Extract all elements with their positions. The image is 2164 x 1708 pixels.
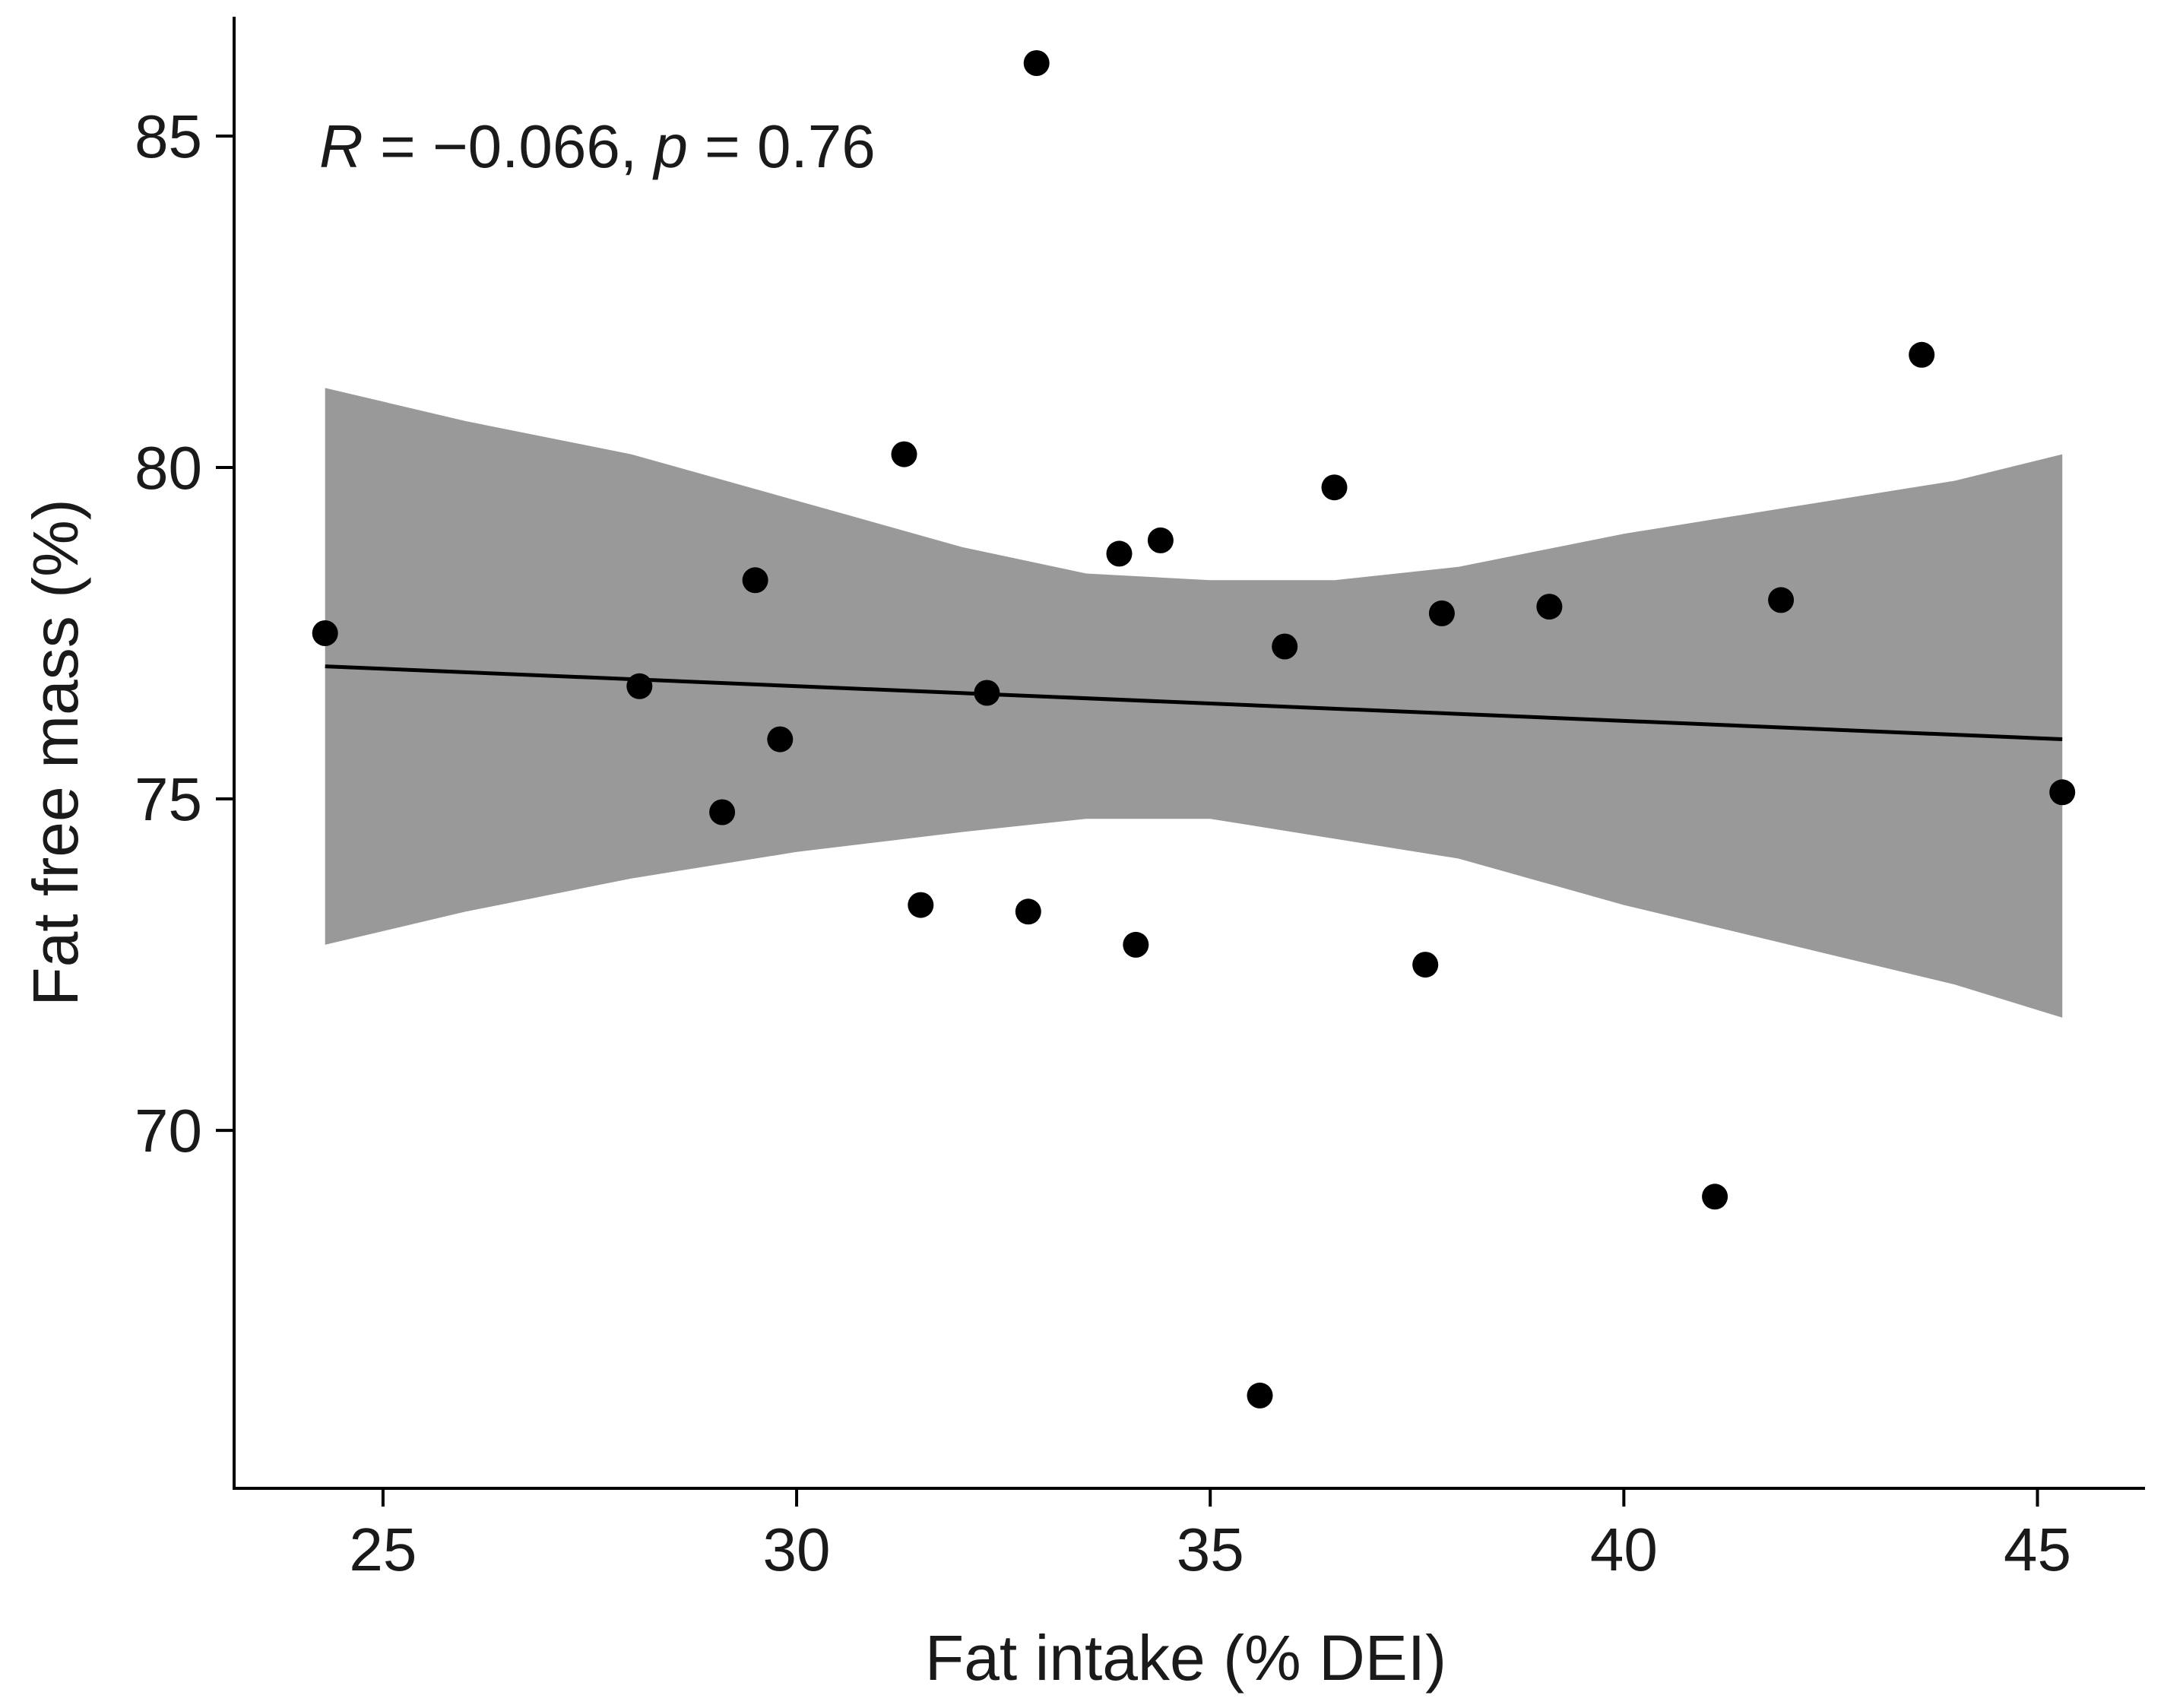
x-tick-label: 30 [763,1516,831,1583]
y-tick-label: 80 [135,434,202,502]
r-value-text: = −0.066, [363,112,654,180]
data-point [312,620,338,646]
data-point [1015,898,1041,925]
data-point [709,799,736,825]
y-tick-label: 75 [135,765,202,833]
data-point [742,567,768,594]
data-point [1247,1382,1273,1409]
y-axis-ticks: 70 75 80 85 [135,103,234,1165]
y-tick-label: 70 [135,1097,202,1165]
data-point [1272,633,1298,660]
data-point [767,726,794,753]
data-point [626,673,653,699]
p-symbol: p [652,112,688,180]
p-value-text: = 0.76 [688,112,876,180]
y-tick-label: 85 [135,103,202,170]
x-tick-label: 35 [1177,1516,1244,1583]
data-point [1768,587,1795,613]
x-axis-title: Fat intake (% DEI) [925,1622,1446,1694]
regression-line [325,664,2063,742]
data-point [1106,540,1133,567]
data-point [891,441,917,467]
data-point [974,680,1000,706]
r-symbol: R [319,112,363,180]
data-point [1536,594,1563,620]
x-tick-label: 45 [2004,1516,2071,1583]
x-tick-label: 25 [349,1516,417,1583]
data-points-layer [312,50,2076,1409]
x-tick-label: 40 [1590,1516,1658,1583]
data-point [1123,931,1149,958]
correlation-annotation: R = −0.066, p = 0.76 [319,112,876,180]
data-point [1909,341,1935,368]
data-point [1321,474,1348,501]
x-axis-ticks: 25 30 35 40 45 [349,1488,2071,1583]
data-point [1428,600,1455,626]
regression-line-layer [325,664,2063,742]
data-point [1412,952,1439,978]
data-point [1023,50,1050,76]
data-point [2049,779,2076,806]
data-point [1702,1184,1728,1210]
y-axis-title: Fat free mass (%) [20,499,91,1006]
data-point [908,892,934,918]
data-point [1147,527,1174,553]
